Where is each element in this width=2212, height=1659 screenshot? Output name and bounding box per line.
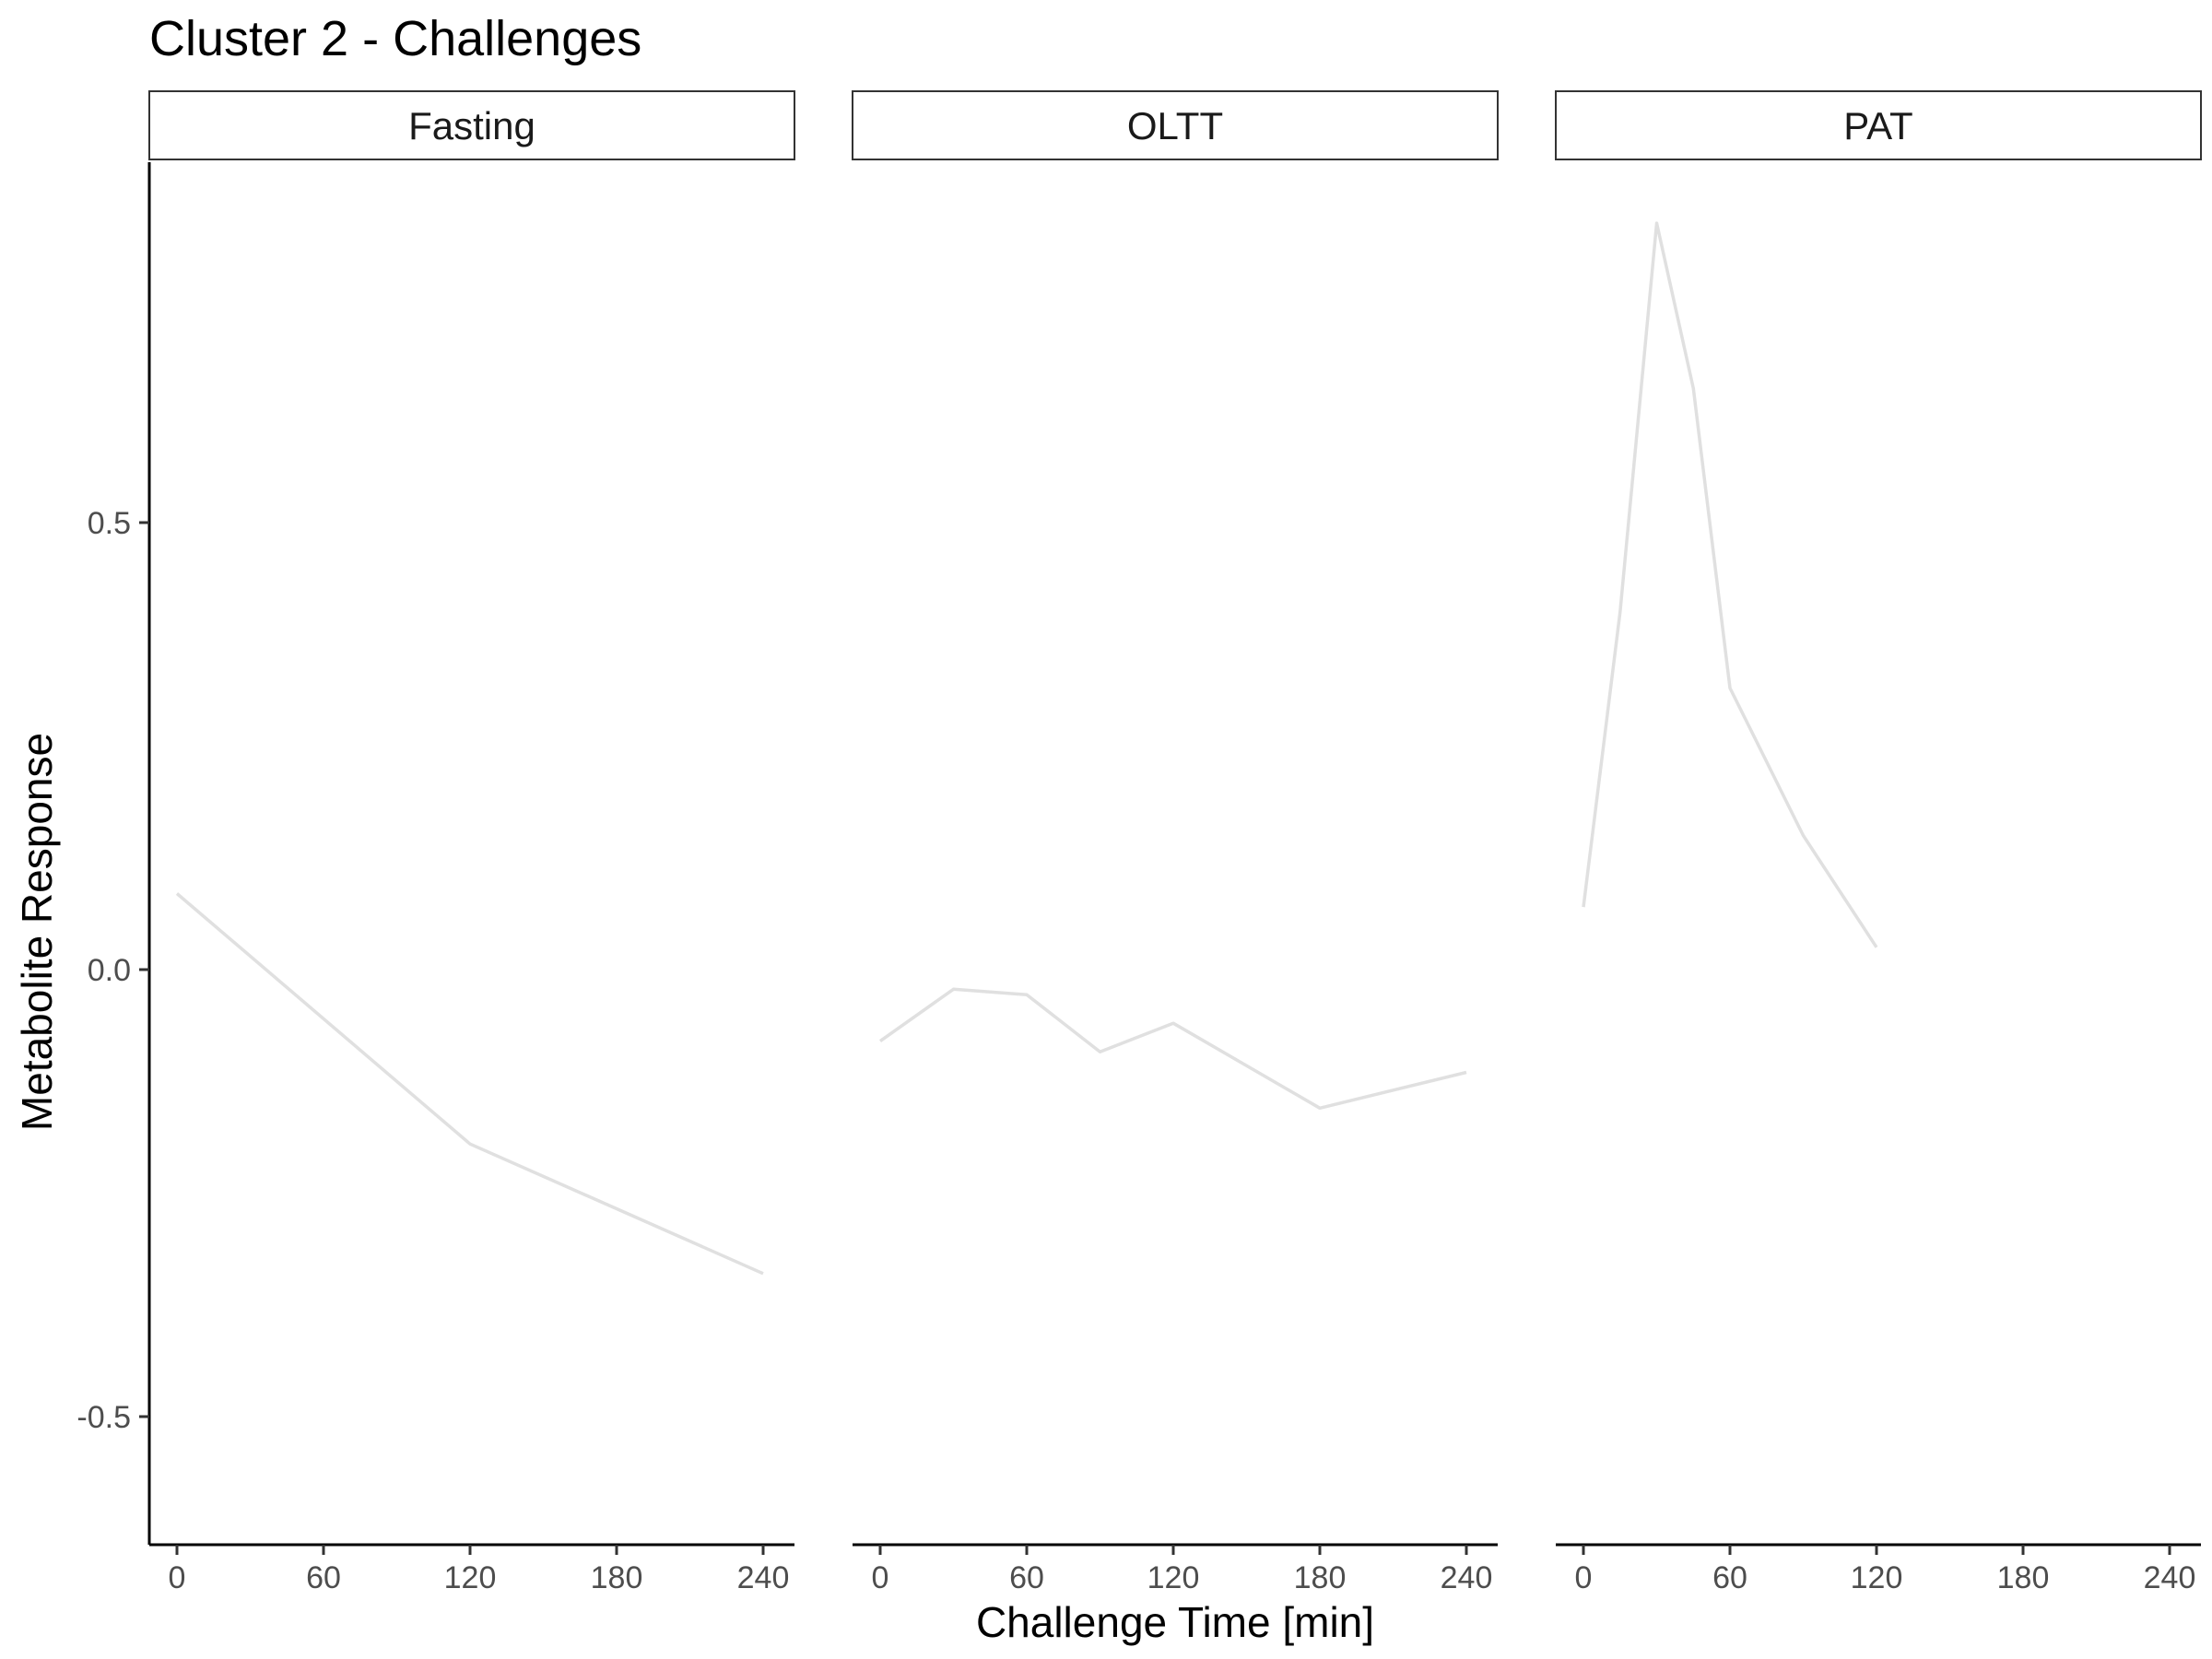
- facet-strip: [148, 90, 795, 160]
- x-tick-label: 60: [1009, 1560, 1044, 1595]
- x-tick-label: 240: [2144, 1560, 2196, 1595]
- chart-title: Cluster 2 - Challenges: [149, 11, 641, 66]
- x-tick-label: 180: [1294, 1560, 1347, 1595]
- series-line-fasting: [175, 892, 764, 1276]
- panel-pat: PAT 0 60 120 180 240: [1555, 90, 2202, 1595]
- y-tick-label: 0.0: [88, 953, 131, 988]
- y-axis-title: Metabolite Response: [13, 733, 61, 1131]
- facet-label: Fasting: [408, 104, 535, 147]
- x-tick-label: 0: [1575, 1560, 1593, 1595]
- panels: Fasting 0 60 120 180 240 -0.5 0.0 0.5 OLTT 0 60 120 1…: [76, 90, 2202, 1595]
- x-tick-label: 0: [872, 1560, 889, 1595]
- x-tick-label: 0: [169, 1560, 186, 1595]
- x-axis-title: Challenge Time [min]: [976, 1598, 1374, 1646]
- x-tick-label: 60: [306, 1560, 341, 1595]
- panel-oltt: OLTT 0 60 120 180 240: [852, 90, 1499, 1595]
- panel-fasting: Fasting 0 60 120 180 240 -0.5 0.0 0.5: [76, 90, 795, 1595]
- x-tick-label: 120: [1851, 1560, 1903, 1595]
- facet-strip: [852, 90, 1499, 160]
- x-tick-label: 240: [1441, 1560, 1493, 1595]
- x-tick-label: 180: [591, 1560, 643, 1595]
- series-line-oltt: [878, 987, 1467, 1111]
- x-tick-label: 180: [1997, 1560, 2050, 1595]
- x-tick-label: 60: [1712, 1560, 1747, 1595]
- x-tick-label: 120: [1147, 1560, 1200, 1595]
- y-tick-label: -0.5: [76, 1400, 131, 1435]
- facet-label: PAT: [1843, 104, 1912, 147]
- x-tick-label: 240: [737, 1560, 790, 1595]
- y-tick-label: 0.5: [88, 506, 131, 541]
- facet-strip: [1555, 90, 2202, 160]
- facet-label: OLTT: [1127, 104, 1223, 147]
- series-line-pat: [1582, 221, 1878, 948]
- x-tick-label: 120: [444, 1560, 497, 1595]
